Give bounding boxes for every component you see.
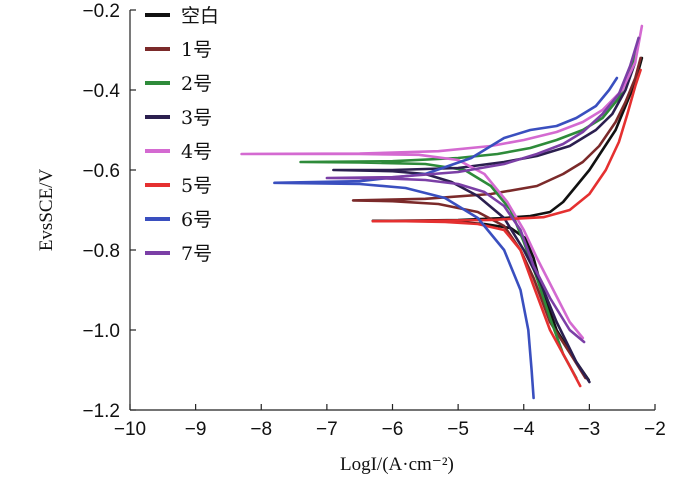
series-layer — [240, 24, 644, 400]
x-tick-label: −3 — [579, 419, 601, 440]
y-tick-label: −1.0 — [82, 321, 120, 342]
legend-label: 7号 — [181, 243, 212, 265]
x-tick-label: −9 — [185, 419, 207, 440]
x-tick-label: −10 — [114, 419, 146, 440]
series-line-3 — [332, 60, 637, 384]
y-tick-label: −1.2 — [82, 401, 120, 422]
x-tick-label: −8 — [250, 419, 272, 440]
legend: 空白 1号 2号 3号 4号 5号 6号 7号 — [145, 5, 219, 265]
series-line-6 — [273, 76, 619, 400]
series-line-1 — [351, 56, 642, 380]
x-tick-label: −7 — [316, 419, 338, 440]
series-line-2 — [299, 36, 640, 380]
x-tick-label: −4 — [513, 419, 535, 440]
y-tick-label: −0.8 — [82, 241, 120, 262]
legend-label: 1号 — [181, 39, 212, 61]
series-line-7 — [325, 36, 640, 344]
series-line-5 — [371, 68, 642, 388]
y-tick-label: −0.2 — [82, 1, 120, 22]
y-axis-title: EvsSCE/V — [36, 169, 57, 252]
x-axis-title: LogI/(A·cm⁻²) — [340, 454, 454, 475]
series-line-4 — [240, 24, 644, 340]
legend-label: 6号 — [181, 209, 212, 231]
y-tick-label: −0.6 — [82, 161, 120, 182]
ticks-layer: −10 −9 −8 −7 −6 −5 −4 −3 −2 −1.2 −1.0 −0.8 −0.6 −0.4 −… — [82, 1, 665, 440]
x-tick-label: −2 — [644, 419, 666, 440]
x-tick-label: −5 — [447, 419, 469, 440]
legend-label: 4号 — [181, 141, 212, 163]
x-tick-label: −6 — [382, 419, 404, 440]
y-tick-label: −0.4 — [82, 81, 120, 102]
legend-label: 空白 — [181, 5, 219, 27]
legend-label: 3号 — [181, 107, 212, 129]
legend-label: 2号 — [181, 73, 212, 95]
legend-label: 5号 — [181, 175, 212, 197]
